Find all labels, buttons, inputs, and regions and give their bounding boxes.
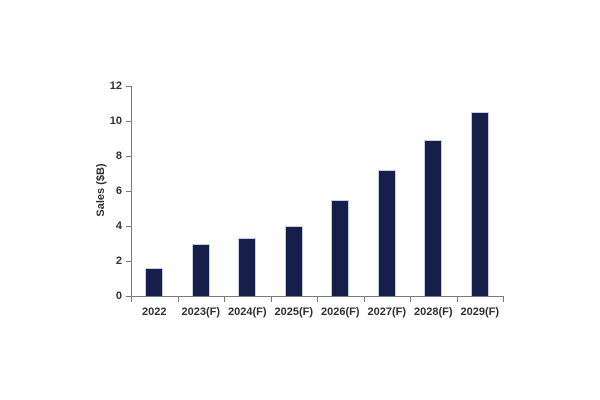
x-tick-mark	[456, 297, 458, 302]
x-tick-label-2027(F): 2027(F)	[367, 306, 407, 318]
x-tick-label-2029(F): 2029(F)	[460, 306, 500, 318]
y-tick-mark	[126, 296, 131, 297]
y-tick-label: 8	[115, 150, 122, 162]
y-tick-mark	[126, 86, 131, 87]
y-tick-mark	[126, 261, 131, 262]
x-tick-mark	[410, 297, 411, 302]
bar-2023(F)	[191, 243, 210, 296]
y-tick-mark	[126, 121, 131, 122]
x-tick-mark	[177, 297, 179, 302]
bar-2022	[145, 268, 164, 296]
y-tick-mark	[126, 226, 131, 227]
x-tick-mark	[131, 297, 132, 302]
y-tick-label: 0	[115, 290, 122, 302]
y-axis-line	[131, 86, 132, 296]
bar-2029(F)	[470, 112, 489, 296]
x-axis-line	[131, 296, 504, 297]
y-tick-label: 2	[115, 255, 122, 267]
x-tick-label-2023(F): 2023(F)	[181, 306, 221, 318]
y-tick-label: 4	[115, 220, 122, 232]
y-tick-label: 12	[109, 80, 122, 92]
bar-2028(F)	[424, 140, 443, 296]
x-tick-mark	[270, 297, 272, 302]
y-tick-mark	[126, 156, 131, 157]
y-tick-mark	[126, 191, 131, 192]
y-tick-label: 6	[115, 185, 122, 197]
bar-2027(F)	[377, 170, 396, 296]
x-tick-mark	[503, 297, 504, 302]
bar-2024(F)	[238, 238, 257, 296]
x-tick-mark	[317, 297, 318, 302]
x-tick-mark	[363, 297, 365, 302]
x-tick-label-2024(F): 2024(F)	[227, 306, 267, 318]
x-tick-label-2028(F): 2028(F)	[413, 306, 453, 318]
bar-2025(F)	[284, 226, 303, 296]
x-tick-mark	[224, 297, 225, 302]
x-tick-label-2022: 2022	[142, 306, 167, 318]
x-tick-label-2025(F): 2025(F)	[274, 306, 314, 318]
x-tick-label-2026(F): 2026(F)	[320, 306, 360, 318]
y-tick-label: 10	[109, 115, 122, 127]
bar-2026(F)	[331, 199, 350, 296]
